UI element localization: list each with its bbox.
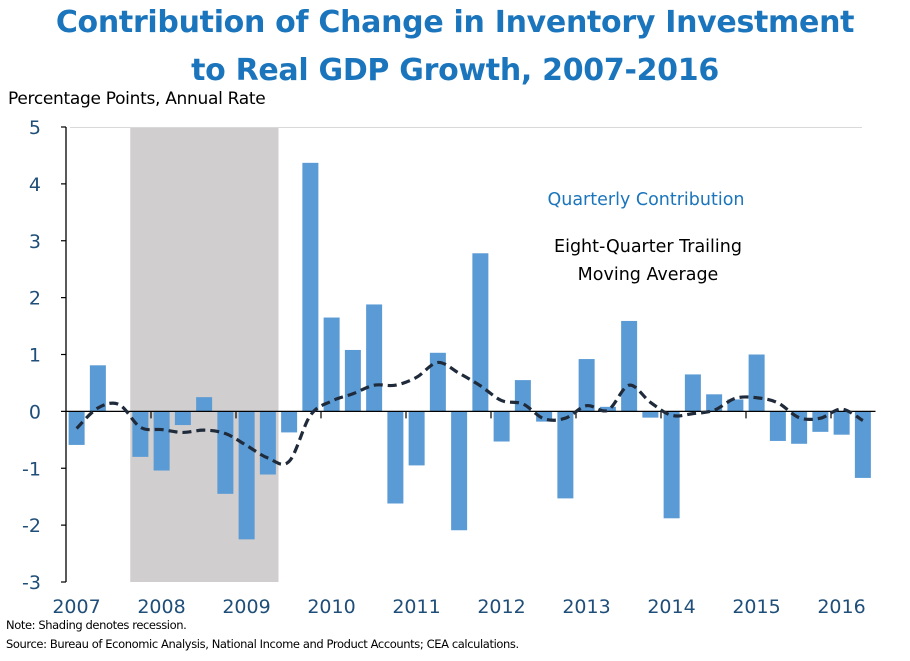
bar-2014Q1 <box>663 411 680 519</box>
bar-2009Q1 <box>238 411 255 540</box>
y-tick-label: 0 <box>29 401 41 423</box>
x-tick-label-2014: 2014 <box>647 596 695 618</box>
bar-2013Q3 <box>621 320 638 412</box>
bar-2011Q3 <box>451 411 468 531</box>
bar-2013Q4 <box>642 411 659 418</box>
bar-2015Q3 <box>791 411 808 444</box>
bar-2015Q2 <box>769 411 786 441</box>
y-tick-label: 3 <box>29 231 41 253</box>
note-text: Note: Shading denotes recession. <box>6 618 187 632</box>
bar-2012Q3 <box>536 411 553 422</box>
bar-2009Q2 <box>259 411 276 475</box>
legend-moving-average-line-1: Eight-Quarter Trailing <box>554 237 742 257</box>
bar-2012Q4 <box>557 411 574 499</box>
bar-2009Q4 <box>302 162 319 412</box>
x-tick-label-2007: 2007 <box>52 596 100 618</box>
y-tick-label: 4 <box>29 174 41 196</box>
x-tick-label-2015: 2015 <box>732 596 780 618</box>
x-tick-label-2010: 2010 <box>307 596 355 618</box>
bar-2011Q1 <box>408 411 425 466</box>
y-tick-label: 5 <box>29 117 41 139</box>
moving-average-line <box>75 360 864 466</box>
source-text: Source: Bureau of Economic Analysis, Nat… <box>6 637 519 651</box>
bar-2008Q2 <box>174 411 191 426</box>
bar-2016Q2 <box>854 411 871 478</box>
bar-2010Q2 <box>344 349 361 412</box>
y-axis-label: Percentage Points, Annual Rate <box>8 89 266 109</box>
bar-2009Q3 <box>281 411 298 433</box>
y-tick-label: 1 <box>29 345 41 367</box>
bar-2007Q4 <box>132 411 149 457</box>
x-tick-label-2009: 2009 <box>222 596 270 618</box>
bar-2014Q4 <box>727 399 744 412</box>
y-tick-label: -3 <box>22 572 41 594</box>
bar-2011Q2 <box>429 352 446 412</box>
chart-title-line-1: Contribution of Change in Inventory Inve… <box>55 5 855 40</box>
legend-moving-average-line-2: Moving Average <box>578 265 719 285</box>
x-tick-label-2012: 2012 <box>477 596 525 618</box>
chart-title-line-2: to Real GDP Growth, 2007-2016 <box>191 53 719 88</box>
bar-2010Q4 <box>387 411 404 504</box>
x-tick-label-2008: 2008 <box>137 596 185 618</box>
bar-2008Q3 <box>196 397 213 412</box>
legend-quarterly-contribution: Quarterly Contribution <box>547 190 744 210</box>
bar-2015Q1 <box>748 354 765 412</box>
y-tick-label: 2 <box>29 288 41 310</box>
y-tick-label: -1 <box>22 458 41 480</box>
bar-2013Q1 <box>578 359 595 412</box>
bar-2010Q1 <box>323 317 340 412</box>
y-tick-label: -2 <box>22 515 41 537</box>
bar-2016Q1 <box>833 411 850 435</box>
bar-2007Q2 <box>89 365 106 412</box>
bar-2011Q4 <box>472 253 489 412</box>
bar-2008Q1 <box>153 411 170 471</box>
bar-2010Q3 <box>366 304 383 412</box>
bar-2012Q1 <box>493 411 510 442</box>
bar-2014Q2 <box>684 374 701 412</box>
x-tick-label-2016: 2016 <box>817 596 865 618</box>
recession-shading <box>130 127 279 582</box>
x-tick-label-2013: 2013 <box>562 596 610 618</box>
bar-2013Q2 <box>599 406 616 412</box>
x-tick-label-2011: 2011 <box>392 596 440 618</box>
bar-2008Q4 <box>217 411 234 494</box>
